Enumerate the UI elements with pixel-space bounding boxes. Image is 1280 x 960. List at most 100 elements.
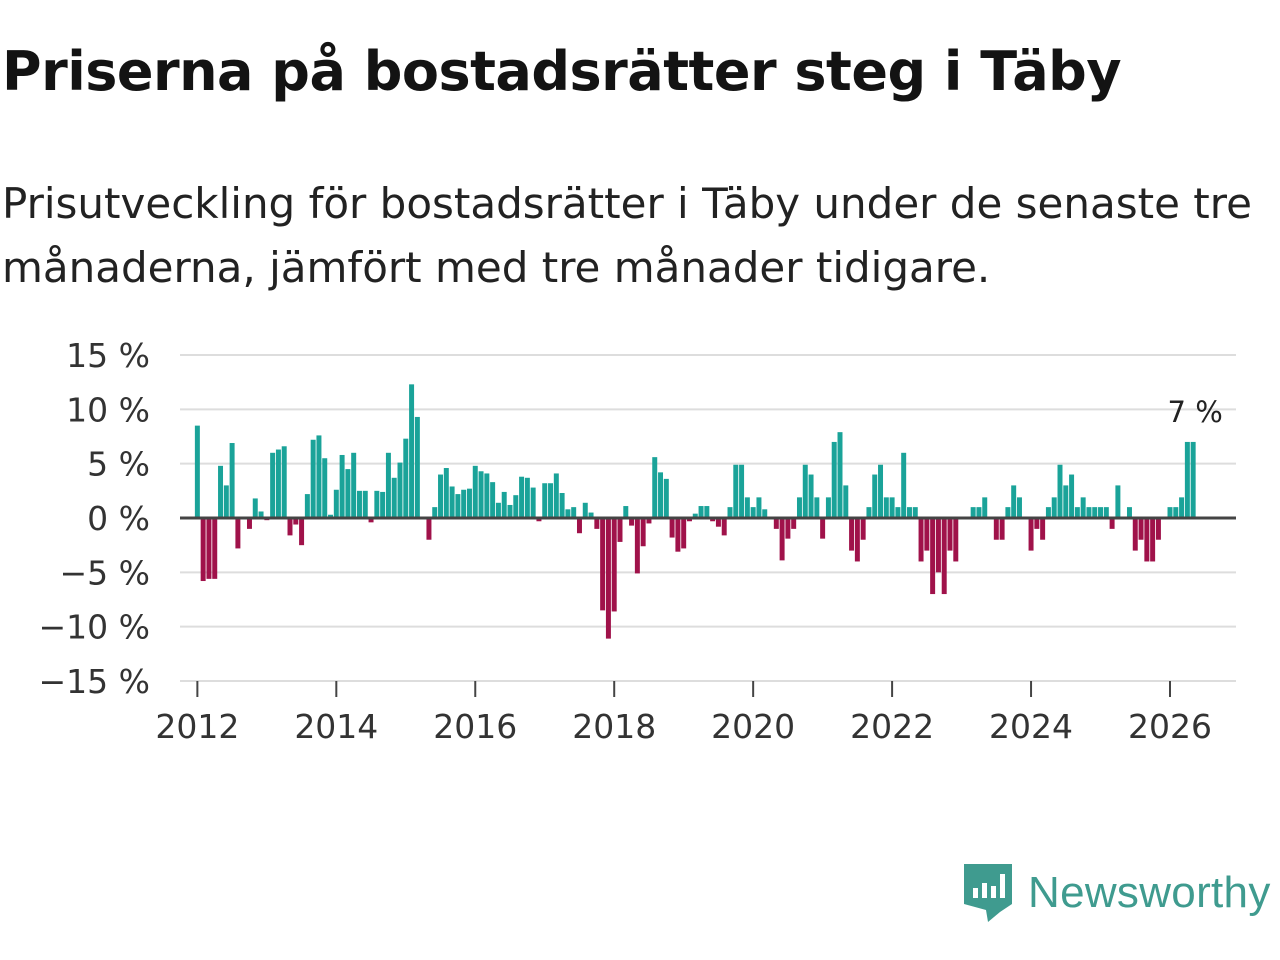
bar xyxy=(605,518,611,639)
bar xyxy=(930,518,936,595)
bar xyxy=(542,483,548,518)
y-axis-labels: 15 % 10 % 5 % 0 % −5 % −10 % −15 % xyxy=(39,336,151,701)
bar xyxy=(218,465,224,518)
x-tick-label: 2016 xyxy=(433,707,517,746)
bar xyxy=(970,507,976,518)
bar xyxy=(1051,497,1057,518)
bar xyxy=(947,518,953,551)
bar xyxy=(333,489,339,518)
bar xyxy=(316,435,322,518)
bar xyxy=(1103,507,1109,518)
bar xyxy=(1086,507,1092,518)
bar xyxy=(1115,485,1121,518)
bar xyxy=(368,518,374,523)
bar xyxy=(1016,497,1022,518)
bar xyxy=(1144,518,1150,562)
bar xyxy=(472,465,478,518)
bar xyxy=(495,502,501,518)
bar xyxy=(576,518,582,534)
bar xyxy=(1184,441,1190,518)
bar xyxy=(513,495,519,518)
bar xyxy=(796,497,802,518)
bar xyxy=(501,491,507,518)
x-tick-label: 2024 xyxy=(989,707,1073,746)
bar xyxy=(455,494,461,518)
bar xyxy=(802,464,808,518)
bar xyxy=(339,454,345,518)
bar xyxy=(831,441,837,518)
y-tick-label: −10 % xyxy=(39,608,151,647)
bar xyxy=(1040,518,1046,540)
bar xyxy=(791,518,797,529)
bar xyxy=(1155,518,1161,540)
bar xyxy=(571,507,577,518)
bar xyxy=(484,473,490,518)
bar xyxy=(895,507,901,518)
bar xyxy=(1069,474,1075,518)
bar xyxy=(351,452,357,518)
bar xyxy=(200,518,206,582)
bar xyxy=(553,473,559,518)
bar xyxy=(270,452,276,518)
bar xyxy=(391,477,397,518)
bar xyxy=(999,518,1005,540)
bar xyxy=(1109,518,1115,529)
bar xyxy=(1063,485,1069,518)
bar xyxy=(530,487,536,518)
bar xyxy=(432,507,438,518)
bar xyxy=(756,497,762,518)
bar xyxy=(982,497,988,518)
bar xyxy=(490,482,496,518)
bar xyxy=(403,438,409,518)
bar xyxy=(252,498,258,518)
bar xyxy=(588,512,594,518)
bar xyxy=(328,514,334,518)
bar xyxy=(356,490,362,518)
y-tick-label: 10 % xyxy=(66,390,150,429)
x-tick-label: 2022 xyxy=(850,707,934,746)
bar xyxy=(935,518,941,573)
bar xyxy=(675,518,681,552)
y-tick-label: 5 % xyxy=(87,445,150,484)
bar xyxy=(1057,464,1063,518)
x-tick-label: 2014 xyxy=(294,707,378,746)
bar xyxy=(304,494,310,518)
bar xyxy=(362,490,368,518)
bar xyxy=(414,416,420,518)
bar xyxy=(785,518,791,539)
bar xyxy=(739,464,745,518)
bar xyxy=(559,493,565,518)
bar xyxy=(1138,518,1144,540)
bar xyxy=(443,468,449,518)
bar xyxy=(466,488,472,518)
bar xyxy=(652,457,658,518)
bar xyxy=(322,458,328,518)
bar xyxy=(710,518,716,522)
brand-name: Newsworthy xyxy=(1028,868,1271,917)
bar xyxy=(912,507,918,518)
bar xyxy=(385,452,391,518)
bar xyxy=(883,497,889,518)
y-tick-label: 0 % xyxy=(87,499,150,538)
y-tick-label: 15 % xyxy=(66,336,150,375)
x-axis-ticks: 2012 2014 2016 2018 2020 2022 2024 2026 xyxy=(155,681,1212,746)
bar xyxy=(246,518,252,529)
bar-chart: 15 %10 %5 %0 %−5 %−10 %−15 % 2012 2014 201… xyxy=(39,336,1236,746)
bar xyxy=(1126,507,1132,518)
bar xyxy=(1005,507,1011,518)
bar xyxy=(461,489,467,518)
bar xyxy=(611,518,617,612)
bar xyxy=(825,497,831,518)
bar xyxy=(299,518,305,546)
bar xyxy=(698,506,704,518)
bar xyxy=(281,446,287,518)
bar xyxy=(594,518,600,529)
bar xyxy=(872,474,878,518)
chart-title: Priserna på bostadsrätter steg i Täby xyxy=(2,40,1122,103)
bar xyxy=(993,518,999,540)
bar xyxy=(854,518,860,562)
bar xyxy=(663,478,669,518)
bar xyxy=(565,509,571,518)
bar xyxy=(617,518,623,542)
bar xyxy=(692,513,698,518)
